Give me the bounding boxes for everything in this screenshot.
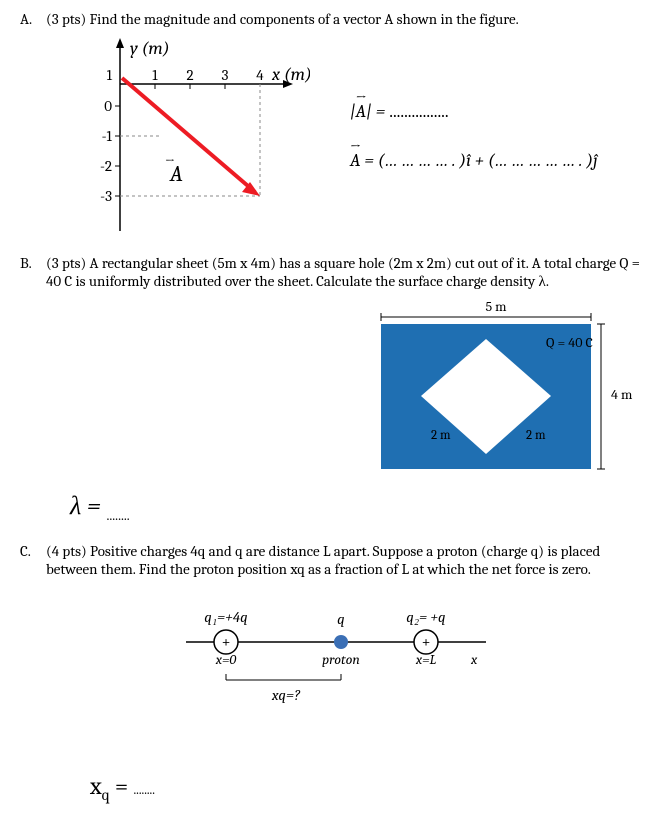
q2-label: q₂= +q [406,608,446,626]
x-tick-4: 4 [256,66,264,84]
problem-c-label: C. [20,542,38,560]
xq-blank: ........ [133,783,154,798]
problem-b-points: (3 pts) [46,254,86,272]
q2-pos: x=L [414,651,436,668]
y-tick-m3: -3 [100,187,112,205]
problem-a-answers: |A| = ................ A = (… … … … . )î… [350,101,597,171]
hole-side-b: 2 m [526,428,546,443]
xq-label: xq=? [270,686,300,704]
hole-side-a: 2 m [431,428,451,443]
q1-label: q₁=+4q [204,608,248,626]
problem-c-prompt: C. (4 pts) Positive charges 4q and q are… [20,542,651,578]
y-tick-m1: -1 [102,127,113,145]
problem-c-body: Positive charges 4q and q are distance L… [46,542,600,578]
proton-word: proton [322,651,360,668]
y-tick-0: 0 [104,97,112,115]
problem-c-text: (4 pts) Positive charges 4q and q are di… [46,542,651,578]
components-blank: A = (… … … … . )î + (… … … … … . )ĵ [350,150,597,171]
problem-a-label: A. [20,10,38,28]
y-tick-1: 1 [107,66,113,84]
problem-a-points: (3 pts) [46,10,86,28]
problem-c: C. (4 pts) Positive charges 4q and q are… [20,542,651,804]
problem-b-answer: λ = ........ [70,491,651,524]
x-tick-1: 1 [152,66,158,84]
svg-text:→: → [165,154,175,169]
problem-c-points: (4 pts) [46,542,87,560]
sheet-width-label: 5 m [485,299,507,315]
magnitude-blank: |A| = ................ [350,101,597,122]
x-axis-label: x (m) [271,64,310,85]
sheet-height-label: 4 m [611,386,633,403]
x-axis-right-label: x [470,651,478,668]
charge-label: Q = 40 C [546,334,593,351]
problem-a-body: Find the magnitude and components of a v… [90,10,519,28]
problem-a-text: (3 pts) Find the magnitude and component… [46,10,519,28]
problem-c-answer: xq = ........ [90,772,651,804]
q1-pos: x=0 [214,651,236,668]
problem-a-prompt: A. (3 pts) Find the magnitude and compon… [20,10,651,28]
x-tick-2: 2 [186,66,193,84]
x-tick-3: 3 [222,66,229,84]
lambda-symbol: λ = [70,491,101,521]
charge-svg: + q₁=+4q x=0 q proton + q₂= +q x=L x xq=… [156,592,516,712]
vector-graph: y (m) 1 2 3 4 x (m) 1 0 -1 [70,36,310,236]
y-tick-m2: -2 [100,157,112,175]
sheet-diagram: 5 m Q = 40 C 2 m 2 m 4 m [361,299,641,479]
y-axis-label: y (m) [130,38,170,59]
problem-b-body: A rectangular sheet (5m x 4m) has a squa… [46,254,640,290]
sheet-figure-row: 5 m Q = 40 C 2 m 2 m 4 m [20,299,651,479]
problem-b: B. (3 pts) A rectangular sheet (5m x 4m)… [20,254,651,524]
problem-b-prompt: B. (3 pts) A rectangular sheet (5m x 4m)… [20,254,651,291]
lambda-blank: ........ [107,507,130,524]
problem-a: A. (3 pts) Find the magnitude and compon… [20,10,651,236]
xq-answer-label: xq = [90,772,133,800]
problem-a-figure-row: y (m) 1 2 3 4 x (m) 1 0 -1 [70,36,651,236]
charge-diagram: + q₁=+4q x=0 q proton + q₂= +q x=L x xq=… [20,592,651,712]
problem-b-label: B. [20,254,38,272]
proton-q: q [337,610,345,628]
problem-b-text: (3 pts) A rectangular sheet (5m x 4m) ha… [46,254,651,291]
svg-text:+: + [221,633,230,651]
svg-text:+: + [421,633,430,651]
